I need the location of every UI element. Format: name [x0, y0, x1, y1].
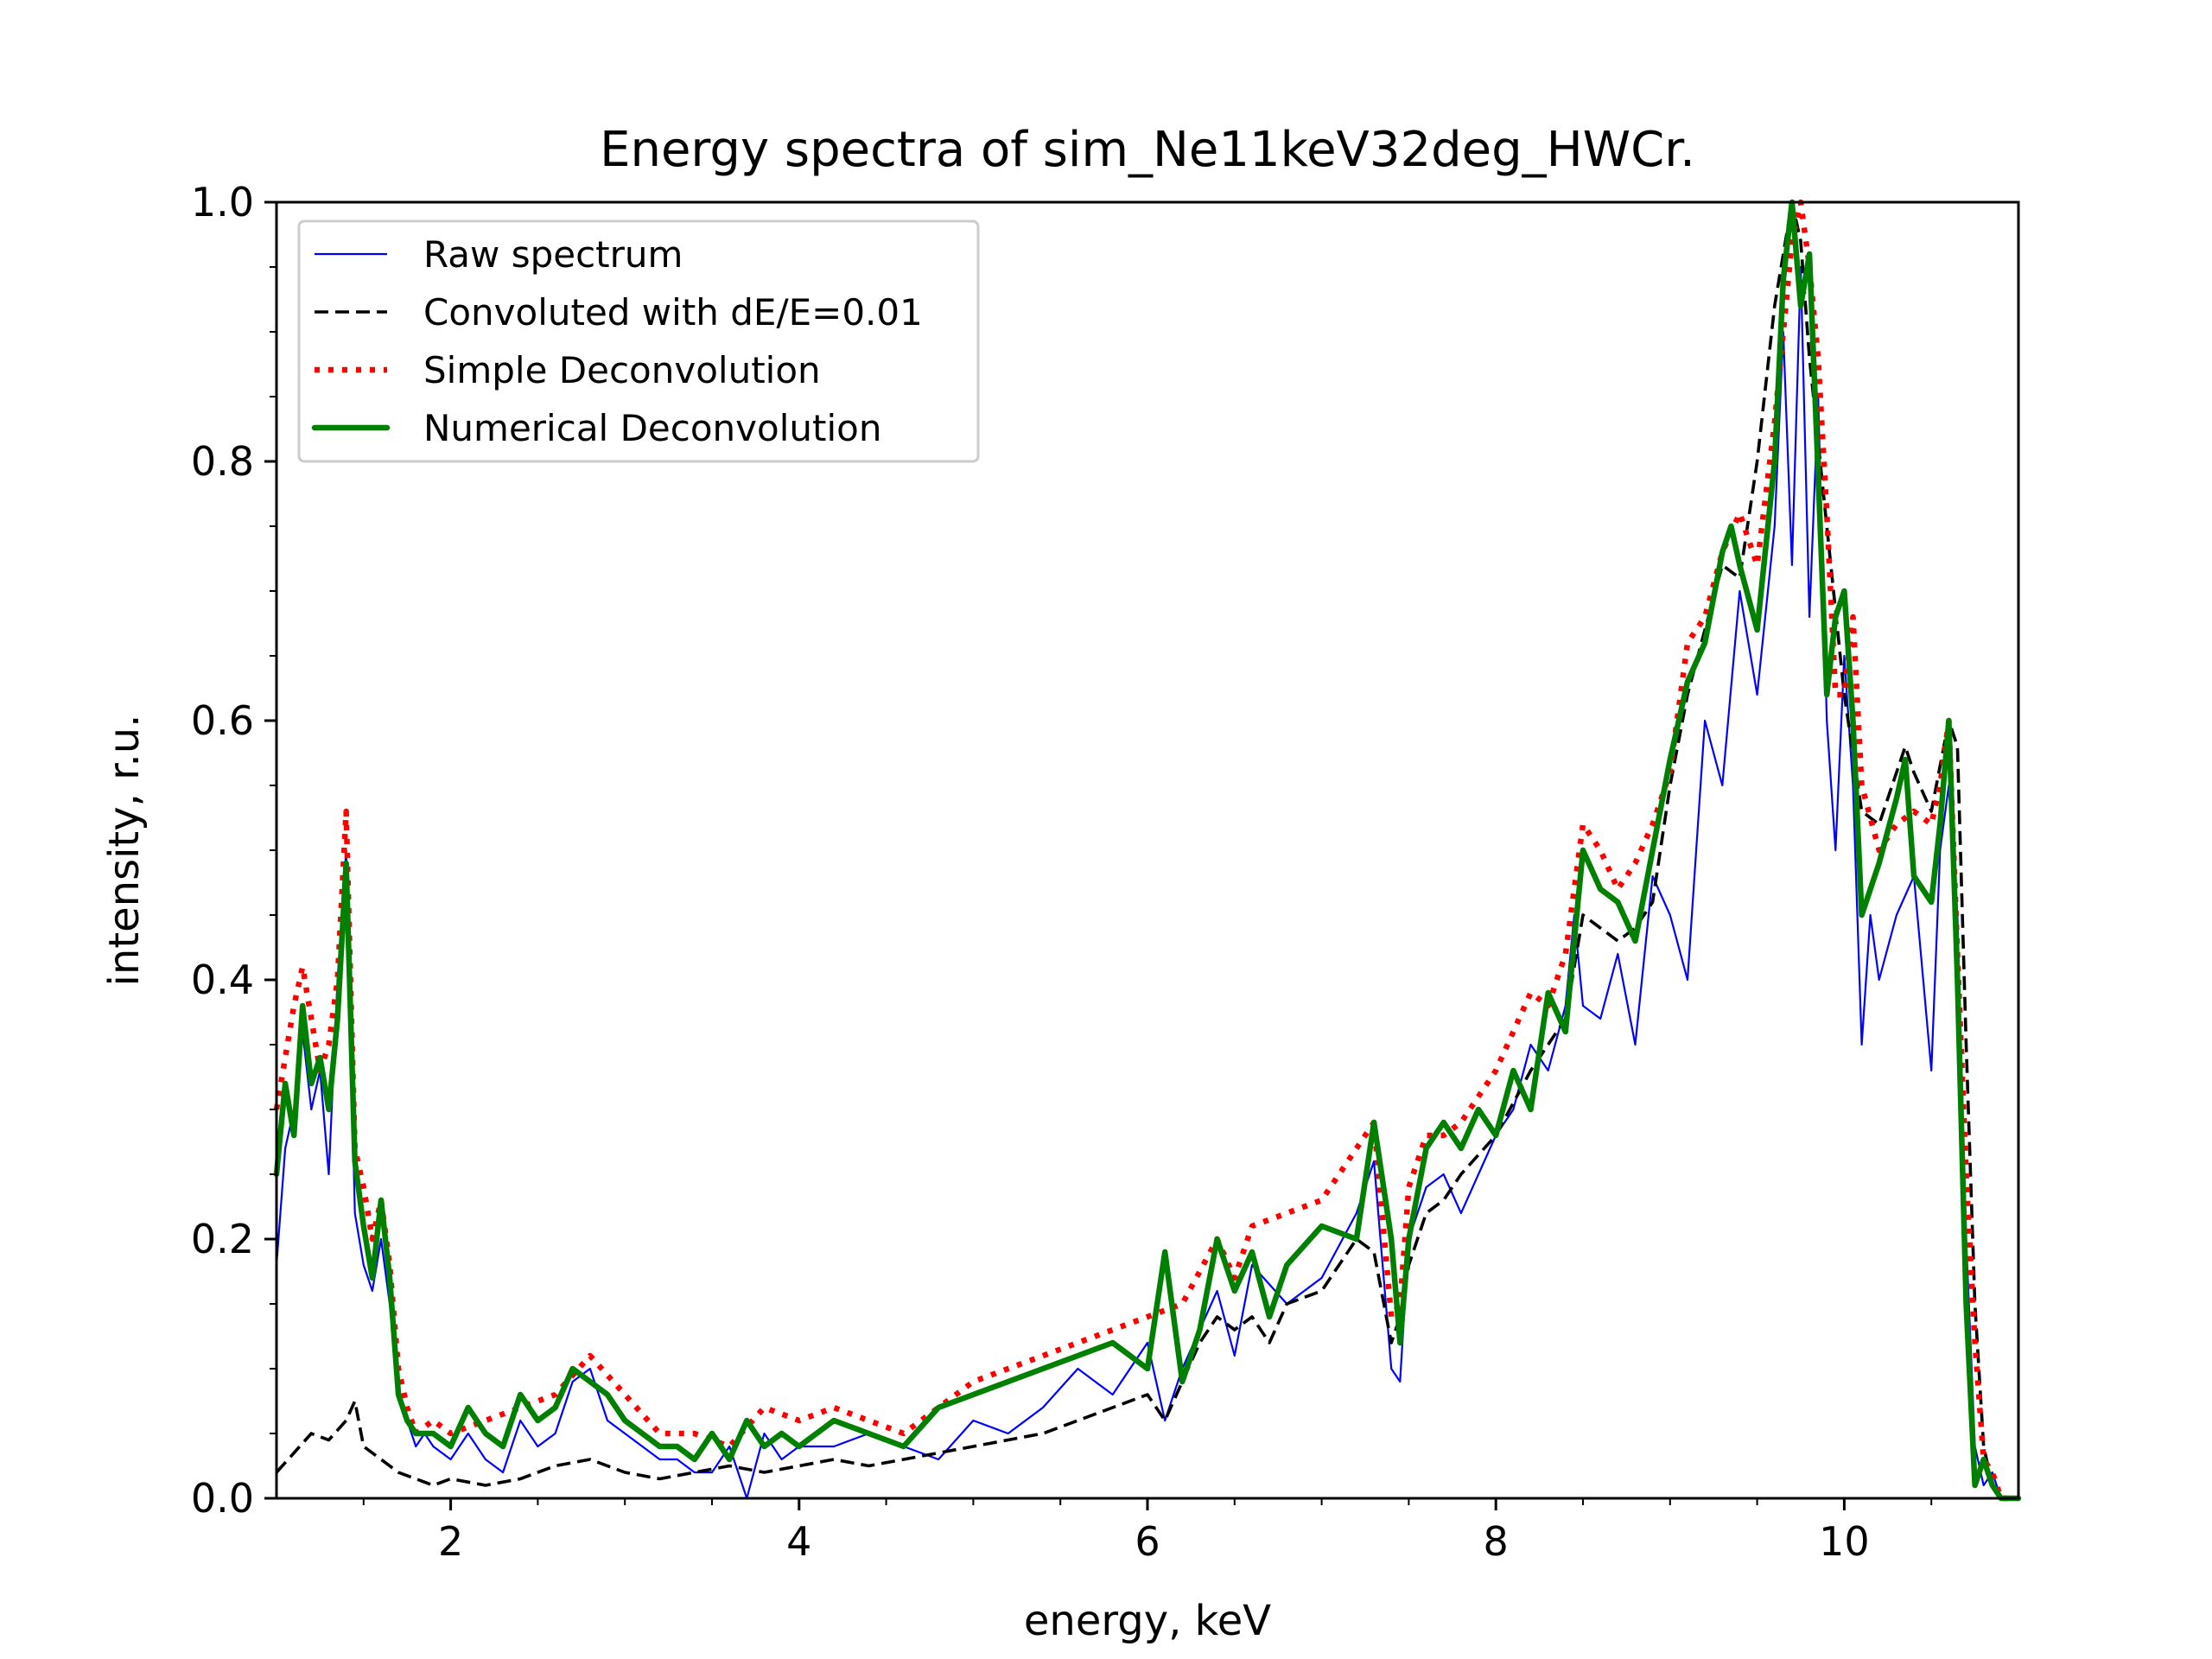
- x-tick-label: 8: [1484, 1518, 1509, 1565]
- y-tick-label: 0.2: [191, 1216, 254, 1262]
- legend-box: [297, 219, 980, 463]
- series-layer: [273, 199, 2022, 1502]
- series-line-3: [273, 199, 2018, 1502]
- legend-label-2: Convoluted with dE/E=0.01: [423, 291, 923, 334]
- series-line-1: [275, 265, 2018, 1500]
- chart-title: Energy spectra of sim_Ne11keV32deg_HWCr.: [600, 122, 1695, 178]
- ticks-layer: 2 4 6 8 10 0.0 0.2 0.4 0.6 0.8 1.0: [191, 179, 1933, 1565]
- y-tick-label: 0.6: [191, 697, 254, 744]
- x-tick-label: 2: [438, 1518, 463, 1565]
- legend-label-1: Raw spectrum: [423, 233, 683, 276]
- x-tick-label: 10: [1819, 1518, 1870, 1565]
- y-tick-label: 1.0: [191, 179, 254, 226]
- legend: Raw spectrum Convoluted with dE/E=0.01 Sim…: [297, 219, 980, 463]
- y-tick-label: 0.8: [191, 438, 254, 485]
- x-axis-label: energy, keV: [1024, 1597, 1271, 1645]
- legend-label-4: Numerical Deconvolution: [423, 407, 881, 449]
- series-line-2: [275, 200, 2018, 1500]
- y-tick-label: 0.0: [191, 1475, 254, 1522]
- legend-label-3: Simple Deconvolution: [423, 349, 821, 391]
- x-tick-label: 4: [786, 1518, 811, 1565]
- x-tick-label: 6: [1135, 1518, 1160, 1565]
- y-axis-label: intensity, r.u.: [100, 715, 149, 987]
- series-line-4: [273, 199, 2022, 1502]
- y-tick-label: 0.4: [191, 957, 254, 1003]
